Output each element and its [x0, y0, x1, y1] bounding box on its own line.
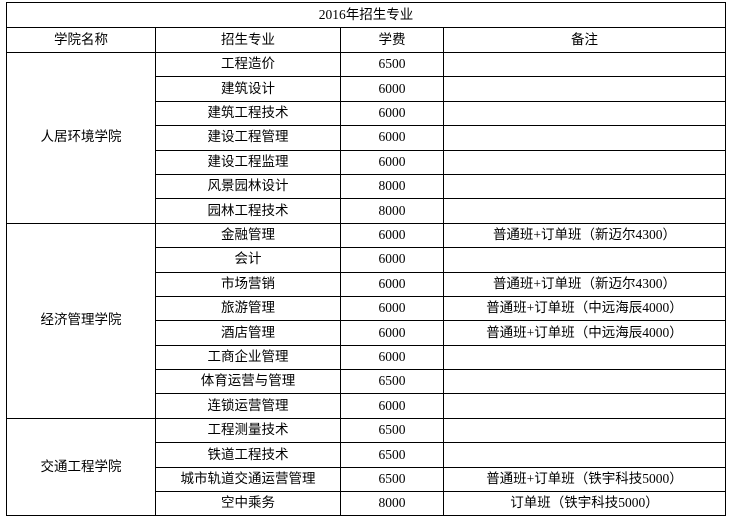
remark-cell [443, 76, 726, 102]
remark-cell [443, 149, 726, 175]
tuition-fee-cell: 8000 [340, 491, 444, 516]
table-header-row: 学院名称 招生专业 学费 备注 [6, 27, 726, 53]
remark-cell [443, 51, 726, 78]
column-header-college: 学院名称 [6, 27, 156, 53]
table-row: 建设工程监理 6000 [7, 149, 726, 175]
college-name-cell: 人居环境学院 [6, 52, 156, 224]
remark-cell [443, 442, 726, 468]
tuition-fee-cell: 6000 [340, 149, 444, 175]
table-row: 经济管理学院 金融管理 6000 普通班+订单班（新迈尔4300） [6, 222, 726, 419]
tuition-fee-cell: 6000 [340, 295, 444, 322]
major-name-cell: 旅游管理 [155, 295, 341, 322]
major-name-cell: 金融管理 [155, 222, 341, 249]
remark-cell [443, 198, 726, 224]
remark-cell [443, 393, 726, 419]
college-name-cell: 经济管理学院 [6, 222, 156, 419]
tuition-fee-cell: 6000 [340, 222, 444, 249]
column-header-fee: 学费 [340, 27, 444, 53]
tuition-fee-cell: 6000 [340, 100, 444, 127]
remark-cell [443, 369, 726, 395]
tuition-fee-cell: 6500 [340, 51, 444, 78]
major-name-cell: 会计 [155, 247, 341, 273]
remark-cell: 普通班+订单班（铁宇科技5000） [443, 466, 726, 493]
major-name-cell: 建设工程监理 [155, 149, 341, 175]
table-row: 旅游管理 6000 普通班+订单班（中远海辰4000） [7, 295, 726, 322]
tuition-fee-cell: 6500 [340, 466, 444, 493]
tuition-fee-cell: 6500 [340, 442, 444, 468]
major-name-cell: 城市轨道交通运营管理 [155, 466, 341, 493]
major-name-cell: 建设工程管理 [155, 125, 341, 151]
major-name-cell: 铁道工程技术 [155, 442, 341, 468]
table-row: 会计 6000 [7, 247, 726, 273]
tuition-fee-cell: 6000 [340, 76, 444, 102]
major-name-cell: 连锁运营管理 [155, 393, 341, 419]
remark-cell: 普通班+订单班（中远海辰4000） [443, 295, 726, 322]
remark-cell [443, 125, 726, 151]
remark-cell: 订单班（铁宇科技5000） [443, 491, 726, 516]
table-row: 建筑工程技术 6000 [7, 100, 726, 127]
table-row: 酒店管理 6000 普通班+订单班（中远海辰4000） [7, 320, 726, 346]
table-row: 交通工程学院 工程测量技术 6500 [6, 417, 726, 516]
college-name-cell: 交通工程学院 [6, 417, 156, 516]
page-title: 2016年招生专业 [6, 2, 726, 28]
table-row: 市场营销 6000 普通班+订单班（新迈尔4300） [7, 271, 726, 297]
remark-cell: 普通班+订单班（新迈尔4300） [443, 222, 726, 249]
table-row: 铁道工程技术 6500 [7, 442, 726, 468]
column-header-remark: 备注 [443, 27, 726, 53]
remark-cell: 普通班+订单班（中远海辰4000） [443, 320, 726, 346]
remark-cell [443, 100, 726, 127]
remark-cell: 普通班+订单班（新迈尔4300） [443, 271, 726, 297]
tuition-fee-cell: 8000 [340, 173, 444, 200]
tuition-fee-cell: 6000 [340, 320, 444, 346]
tuition-fee-cell: 6500 [340, 417, 444, 444]
tuition-fee-cell: 8000 [340, 198, 444, 224]
column-header-major: 招生专业 [155, 27, 341, 53]
major-name-cell: 风景园林设计 [155, 173, 341, 200]
table-row: 体育运营与管理 6500 [7, 369, 726, 395]
table-row: 建筑设计 6000 [7, 76, 726, 102]
table-row: 城市轨道交通运营管理 6500 普通班+订单班（铁宇科技5000） [7, 466, 726, 493]
enrollment-table: 2016年招生专业 学院名称 招生专业 学费 备注 人居环境学院 工程造价 6500… [6, 2, 726, 516]
major-name-cell: 工商企业管理 [155, 344, 341, 371]
major-name-cell: 建筑工程技术 [155, 100, 341, 127]
major-name-cell: 建筑设计 [155, 76, 341, 102]
major-name-cell: 工程造价 [155, 51, 341, 78]
major-name-cell: 工程测量技术 [155, 417, 341, 444]
tuition-fee-cell: 6000 [340, 125, 444, 151]
tuition-fee-cell: 6000 [340, 247, 444, 273]
tuition-fee-cell: 6000 [340, 271, 444, 297]
major-name-cell: 市场营销 [155, 271, 341, 297]
table-row: 人居环境学院 工程造价 6500 [6, 51, 726, 224]
remark-cell [443, 247, 726, 273]
remark-cell [443, 417, 726, 444]
tuition-fee-cell: 6500 [340, 369, 444, 395]
remark-cell [443, 173, 726, 200]
table-row: 工商企业管理 6000 [7, 344, 726, 371]
tuition-fee-cell: 6000 [340, 344, 444, 371]
major-name-cell: 空中乘务 [155, 491, 341, 516]
table-row: 连锁运营管理 6000 [7, 393, 726, 419]
tuition-fee-cell: 6000 [340, 393, 444, 419]
major-name-cell: 酒店管理 [155, 320, 341, 346]
table-title-row: 2016年招生专业 [6, 2, 726, 28]
major-name-cell: 体育运营与管理 [155, 369, 341, 395]
remark-cell [443, 344, 726, 371]
major-name-cell: 园林工程技术 [155, 198, 341, 224]
